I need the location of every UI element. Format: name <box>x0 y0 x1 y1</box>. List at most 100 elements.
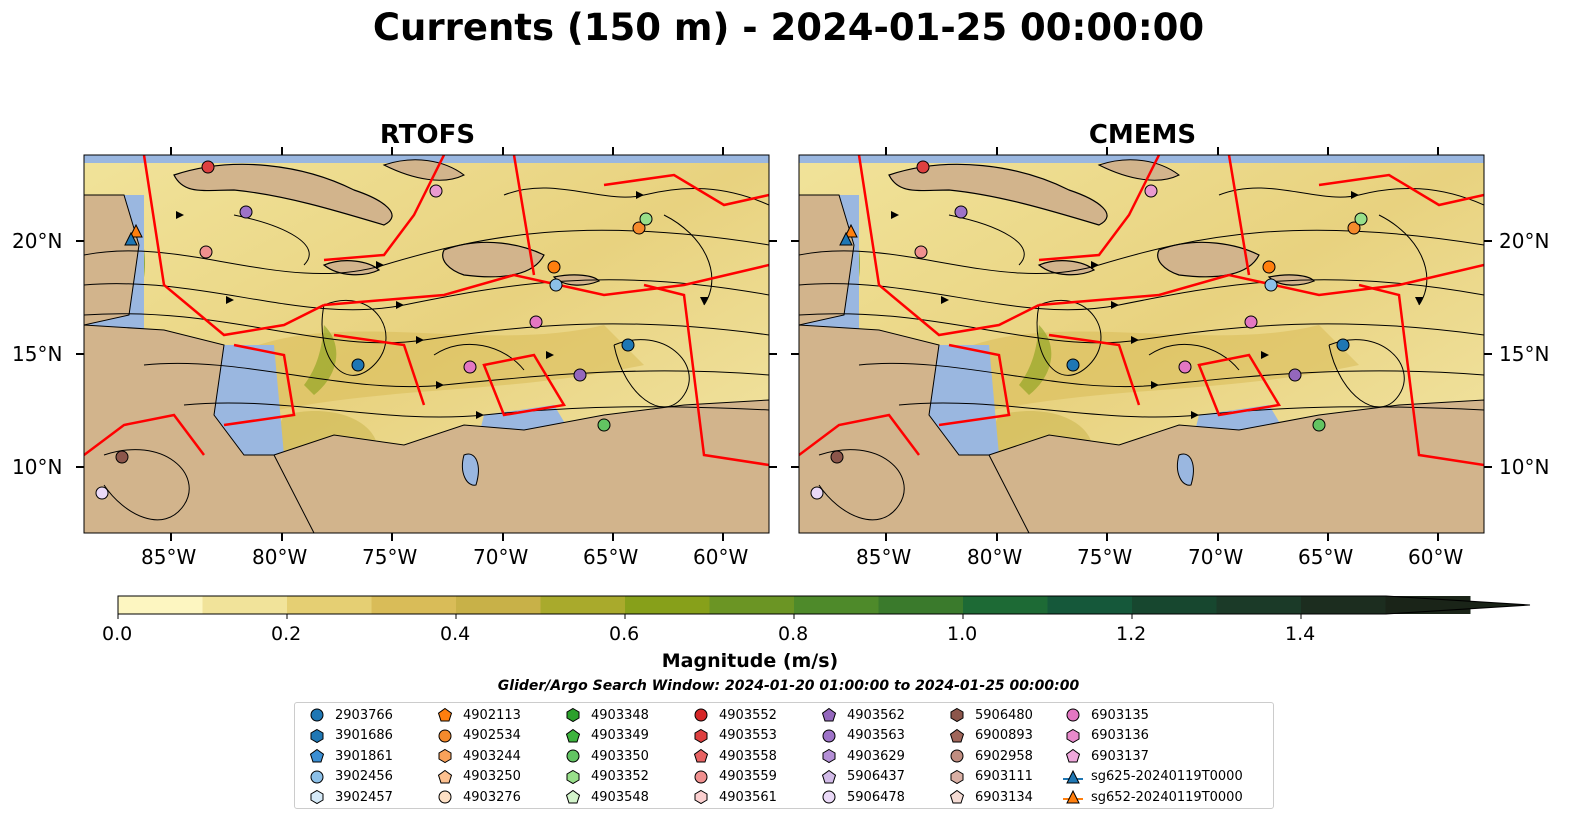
colorbar-segment <box>118 596 203 614</box>
lon-tick-label: 80°W <box>967 545 1023 569</box>
circle-marker-icon <box>691 769 719 785</box>
colorbar-extend-arrow <box>1386 596 1530 614</box>
panel-title-cmems: CMEMS <box>1088 120 1197 150</box>
legend-item: 4903349 <box>563 726 649 746</box>
legend-item: 6903111 <box>947 767 1033 787</box>
legend-label: 4903563 <box>847 728 905 743</box>
lat-tick-label: 15°N <box>1499 342 1550 366</box>
legend-label: 4903348 <box>591 707 649 723</box>
axis-ticks <box>76 147 1492 541</box>
triangle-line-marker-icon <box>1063 789 1091 805</box>
legend-label: 4903250 <box>463 769 521 784</box>
legend-item: 3902457 <box>307 787 393 807</box>
lat-tick-label: 10°N <box>12 455 63 479</box>
lon-tick-label: 70°W <box>473 545 529 569</box>
colorbar-segment <box>1216 596 1302 614</box>
hexagon-marker-icon <box>563 707 591 723</box>
legend-item: 4903552 <box>691 705 777 725</box>
lon-tick-label: 75°W <box>1077 545 1133 569</box>
legend-item: 6903135 <box>1063 705 1149 725</box>
legend: 2903766 3901686 3901861 3902456 3902457 49021… <box>294 702 1274 809</box>
legend-label: 6902958 <box>975 748 1033 764</box>
colorbar-segment <box>1301 596 1386 614</box>
colorbar-tick-label: 0.4 <box>440 623 471 645</box>
map-rtofs <box>83 154 770 534</box>
map-cmems <box>798 154 1485 534</box>
pentagon-marker-icon <box>819 707 847 723</box>
colorbar-segment <box>794 596 879 614</box>
legend-item: 4902113 <box>435 705 521 725</box>
legend-label: 4903561 <box>719 789 777 805</box>
legend-label: 6900893 <box>975 728 1033 743</box>
lon-tick-label: 60°W <box>1408 545 1464 569</box>
legend-label: sg625-20240119T0000 <box>1091 769 1243 784</box>
circle-marker-icon <box>1063 707 1091 723</box>
legend-label: 4903558 <box>719 748 777 764</box>
legend-item: 4902534 <box>435 726 521 746</box>
lat-tick-label: 15°N <box>12 342 63 366</box>
pentagon-marker-icon <box>691 748 719 764</box>
legend-label: 6903135 <box>1091 707 1149 723</box>
hexagon-marker-icon <box>947 769 975 785</box>
lat-tick-label: 20°N <box>1499 229 1550 253</box>
colorbar-tick-label: 0.6 <box>609 623 640 645</box>
colorbar-segment <box>1132 596 1217 614</box>
search-window-note: Glider/Argo Search Window: 2024-01-20 01… <box>497 678 1080 694</box>
hexagon-marker-icon <box>307 728 335 744</box>
legend-item: 4903350 <box>563 746 649 766</box>
legend-item: 4903563 <box>819 726 905 746</box>
colorbar-tick-label: 1.0 <box>947 623 978 645</box>
legend-item: 6900893 <box>947 726 1033 746</box>
legend-item: 5906437 <box>819 767 905 787</box>
circle-marker-icon <box>691 707 719 723</box>
legend-label: 4903349 <box>591 728 649 743</box>
lon-tick-label: 85°W <box>856 545 912 569</box>
legend-item: 2903766 <box>307 705 393 725</box>
legend-label: 3901686 <box>335 728 393 743</box>
colorbar-segment <box>963 596 1048 614</box>
legend-label: 4903559 <box>719 769 777 784</box>
colorbar-segment <box>540 596 626 614</box>
colorbar-tick-label: 1.2 <box>1116 623 1147 645</box>
lon-tick-label: 70°W <box>1188 545 1244 569</box>
legend-item: 5906478 <box>819 787 905 807</box>
pentagon-marker-icon <box>1063 748 1091 764</box>
legend-label: 4903552 <box>719 707 777 723</box>
pentagon-marker-icon <box>435 707 463 723</box>
legend-item: 4903348 <box>563 705 649 725</box>
legend-label: 5906480 <box>975 707 1033 723</box>
circle-marker-icon <box>819 728 847 744</box>
legend-label: 4903548 <box>591 789 649 805</box>
pentagon-marker-icon <box>563 728 591 744</box>
colorbar-tick-label: 1.4 <box>1285 623 1316 645</box>
lat-tick-label: 10°N <box>1499 455 1550 479</box>
colorbar-segment <box>202 596 288 614</box>
figure-title: Currents (150 m) - 2024-01-25 00:00:00 <box>372 6 1205 49</box>
hexagon-marker-icon <box>691 728 719 744</box>
circle-marker-icon <box>307 769 335 785</box>
colorbar-segment <box>287 596 372 614</box>
colorbar-tick-label: 0.0 <box>102 623 133 645</box>
legend-label: 3902456 <box>335 769 393 784</box>
legend-item: 3902456 <box>307 767 393 787</box>
hexagon-marker-icon <box>435 748 463 764</box>
legend-item: 4903629 <box>819 746 905 766</box>
hexagon-marker-icon <box>691 789 719 805</box>
legend-item: 4903250 <box>435 767 521 787</box>
legend-label: 4902113 <box>463 707 521 723</box>
legend-item: 4903553 <box>691 726 777 746</box>
legend-label: sg652-20240119T0000 <box>1091 789 1243 805</box>
pentagon-marker-icon <box>947 789 975 805</box>
colorbar <box>117 595 1531 619</box>
circle-marker-icon <box>307 707 335 723</box>
legend-label: 6903111 <box>975 769 1033 784</box>
hexagon-marker-icon <box>819 748 847 764</box>
legend-label: 4903553 <box>719 728 777 743</box>
legend-item: 4903276 <box>435 787 521 807</box>
hexagon-marker-icon <box>563 769 591 785</box>
legend-label: 3902457 <box>335 789 393 805</box>
legend-item: 6902958 <box>947 746 1033 766</box>
lon-tick-label: 75°W <box>362 545 418 569</box>
pentagon-marker-icon <box>307 748 335 764</box>
